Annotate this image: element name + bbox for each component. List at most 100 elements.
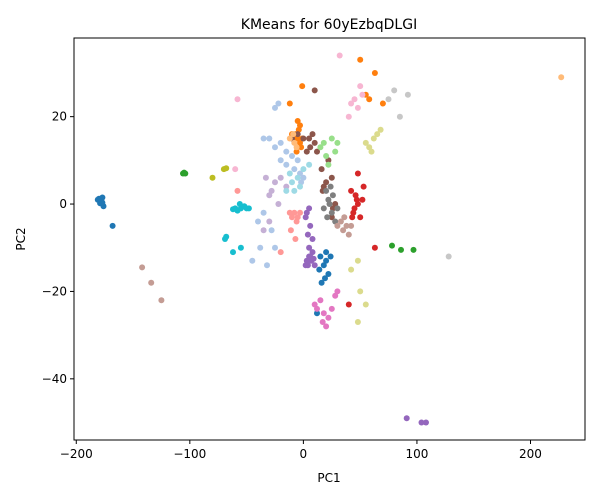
data-point (283, 187, 290, 194)
data-point (362, 301, 369, 308)
data-point (291, 166, 298, 173)
data-point (309, 131, 316, 138)
cluster-17 (385, 87, 452, 260)
data-point (326, 201, 333, 207)
y-tick-label: −40 (42, 372, 67, 386)
data-point (255, 218, 261, 225)
data-point (337, 218, 344, 225)
data-point (306, 244, 313, 251)
data-point (264, 262, 270, 269)
y-axis-ticks: −40 −20 0 20 (42, 110, 74, 386)
data-point (320, 310, 327, 317)
data-point (257, 244, 264, 251)
data-point (311, 87, 318, 94)
x-tick-label: 100 (405, 447, 428, 461)
data-point (294, 135, 301, 142)
data-point (323, 249, 330, 256)
data-point (558, 74, 565, 81)
data-point (328, 209, 335, 216)
data-point (268, 187, 275, 194)
data-point (317, 297, 324, 304)
data-point (260, 135, 267, 142)
data-point (243, 205, 250, 212)
data-point (230, 249, 236, 256)
x-tick-label: 200 (519, 447, 542, 461)
data-point (334, 222, 341, 229)
cluster-0 (94, 194, 334, 317)
data-point (293, 218, 300, 225)
data-point (286, 170, 293, 177)
data-point (309, 236, 316, 242)
cluster-2 (180, 169, 417, 253)
data-point (348, 100, 355, 107)
data-point (272, 144, 278, 151)
data-point (283, 183, 290, 190)
data-point (334, 139, 341, 146)
data-point (327, 253, 334, 260)
data-point (325, 314, 332, 321)
data-point (275, 100, 282, 107)
cluster-3 (345, 170, 378, 308)
data-point (293, 148, 300, 155)
data-point (300, 135, 307, 142)
cluster-16 (232, 52, 366, 173)
data-point (297, 122, 303, 129)
cluster-11 (286, 74, 565, 151)
data-point (345, 113, 352, 120)
data-point (343, 222, 350, 229)
data-point (348, 187, 355, 194)
data-point (345, 301, 352, 308)
cluster-6 (311, 288, 341, 330)
data-point (306, 161, 313, 168)
cluster-8 (209, 165, 230, 181)
data-point (319, 319, 326, 325)
data-point (336, 52, 343, 59)
data-point (309, 249, 316, 256)
data-point (287, 227, 294, 234)
data-point (99, 199, 106, 206)
data-point (340, 227, 347, 234)
data-point (360, 183, 367, 190)
data-point (323, 257, 330, 264)
data-point (297, 209, 303, 216)
data-point (317, 253, 324, 260)
cluster-10 (249, 100, 307, 269)
data-point (283, 148, 290, 155)
x-axis-ticks: −200 −100 0 100 200 (60, 440, 542, 461)
data-point (328, 135, 335, 142)
data-point (314, 305, 320, 312)
data-point (294, 118, 301, 124)
data-point (320, 262, 327, 269)
data-point (294, 131, 301, 138)
data-point (359, 196, 366, 203)
data-point (262, 174, 269, 181)
y-tick-label: −20 (42, 284, 67, 298)
data-point (353, 196, 360, 203)
data-point (94, 196, 101, 203)
data-point (311, 139, 318, 146)
data-point (232, 166, 239, 173)
data-point (351, 96, 358, 103)
data-point (297, 183, 303, 190)
data-point (277, 139, 284, 146)
data-point (237, 244, 244, 251)
data-point (268, 227, 275, 234)
data-point (222, 236, 228, 242)
data-point (266, 135, 273, 142)
data-point (320, 139, 327, 146)
x-tick-label: −200 (60, 447, 93, 461)
data-point (366, 96, 373, 103)
data-point (300, 166, 307, 173)
data-point (334, 288, 341, 295)
data-point (311, 301, 318, 308)
data-point (272, 179, 278, 186)
data-point (423, 419, 429, 426)
data-point (209, 174, 216, 181)
data-point (299, 83, 306, 90)
data-point (290, 131, 297, 138)
data-point (314, 148, 320, 155)
chart-title: KMeans for 60yEzbqDLGI (241, 17, 417, 33)
data-point (292, 236, 299, 242)
data-point (357, 83, 364, 90)
